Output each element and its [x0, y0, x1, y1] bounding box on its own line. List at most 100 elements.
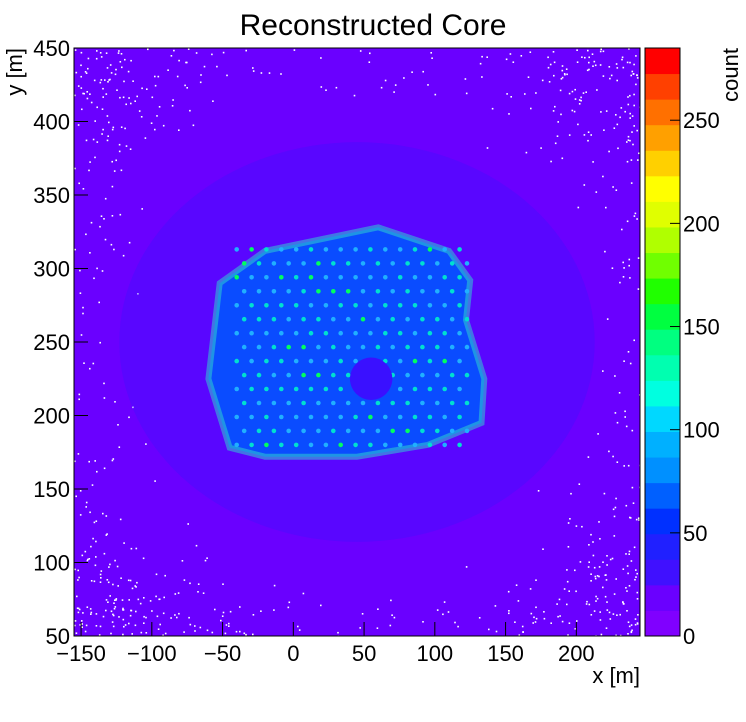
heatmap-empty-cell	[566, 603, 568, 606]
detector-hotspot	[234, 358, 239, 364]
detector-hotspot	[420, 261, 425, 266]
heatmap-empty-cell	[170, 55, 173, 57]
heatmap-empty-cell	[121, 66, 123, 69]
heatmap-empty-cell	[107, 135, 109, 137]
detector-hotspot	[360, 400, 366, 406]
detector-hotspot	[368, 442, 373, 448]
heatmap-empty-cell	[353, 94, 356, 97]
heatmap-empty-cell	[606, 609, 609, 611]
heatmap-empty-cell	[626, 160, 629, 163]
detector-hotspot	[427, 330, 433, 336]
heatmap-empty-cell	[222, 611, 225, 614]
heatmap-empty-cell	[90, 613, 92, 615]
heatmap-empty-cell	[586, 600, 588, 603]
detector-hotspot	[279, 303, 284, 308]
heatmap-empty-cell	[119, 61, 122, 63]
heatmap-empty-cell	[623, 603, 625, 605]
heatmap-empty-cell	[560, 78, 563, 80]
detector-hotspot	[427, 303, 433, 308]
heatmap-empty-cell	[113, 607, 116, 610]
heatmap-empty-cell	[109, 595, 111, 597]
heatmap-empty-cell	[457, 625, 459, 628]
heatmap-empty-cell	[111, 621, 114, 623]
detector-hotspot	[256, 261, 262, 266]
heatmap-empty-cell	[95, 540, 97, 543]
heatmap-empty-cell	[585, 91, 587, 93]
color-scale-tick-label: 150	[683, 315, 720, 340]
detector-hotspot	[271, 316, 277, 322]
detector-hotspot	[412, 247, 418, 252]
heatmap-empty-cell	[155, 595, 157, 598]
heatmap-empty-cell	[566, 580, 569, 583]
heatmap-empty-cell	[297, 625, 299, 628]
detector-hotspot	[390, 400, 396, 406]
heatmap-empty-cell	[77, 453, 80, 455]
heatmap-empty-cell	[628, 258, 631, 261]
heatmap-empty-cell	[114, 606, 117, 608]
detector-hotspot	[390, 428, 396, 434]
heatmap-empty-cell	[622, 261, 624, 264]
heatmap-empty-cell	[631, 429, 634, 432]
heatmap-empty-cell	[224, 632, 227, 635]
heatmap-empty-cell	[130, 609, 132, 612]
heatmap-empty-cell	[606, 318, 609, 320]
detector-hotspot	[256, 344, 262, 350]
heatmap-empty-cell	[568, 590, 570, 592]
heatmap-empty-cell	[582, 92, 585, 94]
heatmap-empty-cell	[195, 52, 198, 54]
heatmap-empty-cell	[78, 576, 80, 579]
heatmap-empty-cell	[626, 610, 628, 612]
detector-hotspot	[241, 289, 247, 294]
detector-hotspot	[442, 386, 448, 392]
heatmap-empty-cell	[599, 611, 601, 613]
heatmap-empty-cell	[137, 598, 140, 601]
detector-hotspot	[316, 261, 321, 266]
heatmap-empty-cell	[508, 113, 510, 115]
color-scale-step	[645, 405, 680, 432]
heatmap-empty-cell	[633, 104, 635, 107]
color-scale-step	[645, 226, 680, 254]
heatmap-empty-cell	[597, 433, 599, 435]
heatmap-empty-cell	[431, 57, 433, 59]
heatmap-empty-cell	[611, 557, 614, 560]
heatmap-empty-cell	[577, 206, 580, 209]
detector-hotspot	[286, 400, 292, 406]
heatmap-empty-cell	[505, 58, 508, 61]
heatmap-empty-cell	[559, 615, 561, 617]
heatmap-empty-cell	[638, 152, 640, 155]
detector-hotspot	[464, 428, 470, 434]
heatmap-empty-cell	[595, 191, 598, 193]
heatmap-empty-cell	[553, 61, 556, 64]
heatmap-empty-cell	[464, 78, 467, 80]
detector-hotspot	[353, 358, 358, 364]
heatmap-empty-cell	[221, 615, 224, 617]
detector-hotspot	[293, 414, 299, 420]
heatmap-empty-cell	[101, 270, 104, 272]
heatmap-empty-cell	[77, 579, 79, 581]
heatmap-empty-cell	[361, 613, 364, 615]
heatmap-empty-cell	[141, 87, 143, 90]
detector-hotspot	[435, 372, 440, 378]
heatmap-empty-cell	[220, 619, 222, 622]
heatmap-empty-cell	[124, 127, 126, 130]
heatmap-empty-cell	[81, 554, 84, 557]
heatmap-empty-cell	[87, 57, 90, 60]
heatmap-empty-cell	[592, 554, 595, 557]
detector-hotspot	[464, 400, 470, 406]
heatmap-empty-cell	[633, 546, 636, 549]
detector-hotspot	[271, 344, 277, 350]
heatmap-empty-cell	[535, 92, 537, 94]
heatmap-empty-cell	[403, 77, 405, 79]
heatmap-empty-cell	[243, 632, 246, 635]
heatmap-empty-cell	[106, 579, 109, 581]
heatmap-empty-cell	[626, 141, 628, 143]
heatmap-empty-cell	[573, 110, 576, 113]
heatmap-empty-cell	[541, 79, 544, 82]
heatmap-empty-cell	[576, 620, 578, 622]
heatmap-empty-cell	[83, 92, 85, 95]
detector-hotspot	[279, 247, 284, 252]
heatmap-empty-cell	[99, 52, 102, 54]
heatmap-empty-cell	[134, 624, 137, 627]
heatmap-empty-cell	[293, 49, 296, 51]
y-tick-label: 250	[33, 330, 70, 355]
